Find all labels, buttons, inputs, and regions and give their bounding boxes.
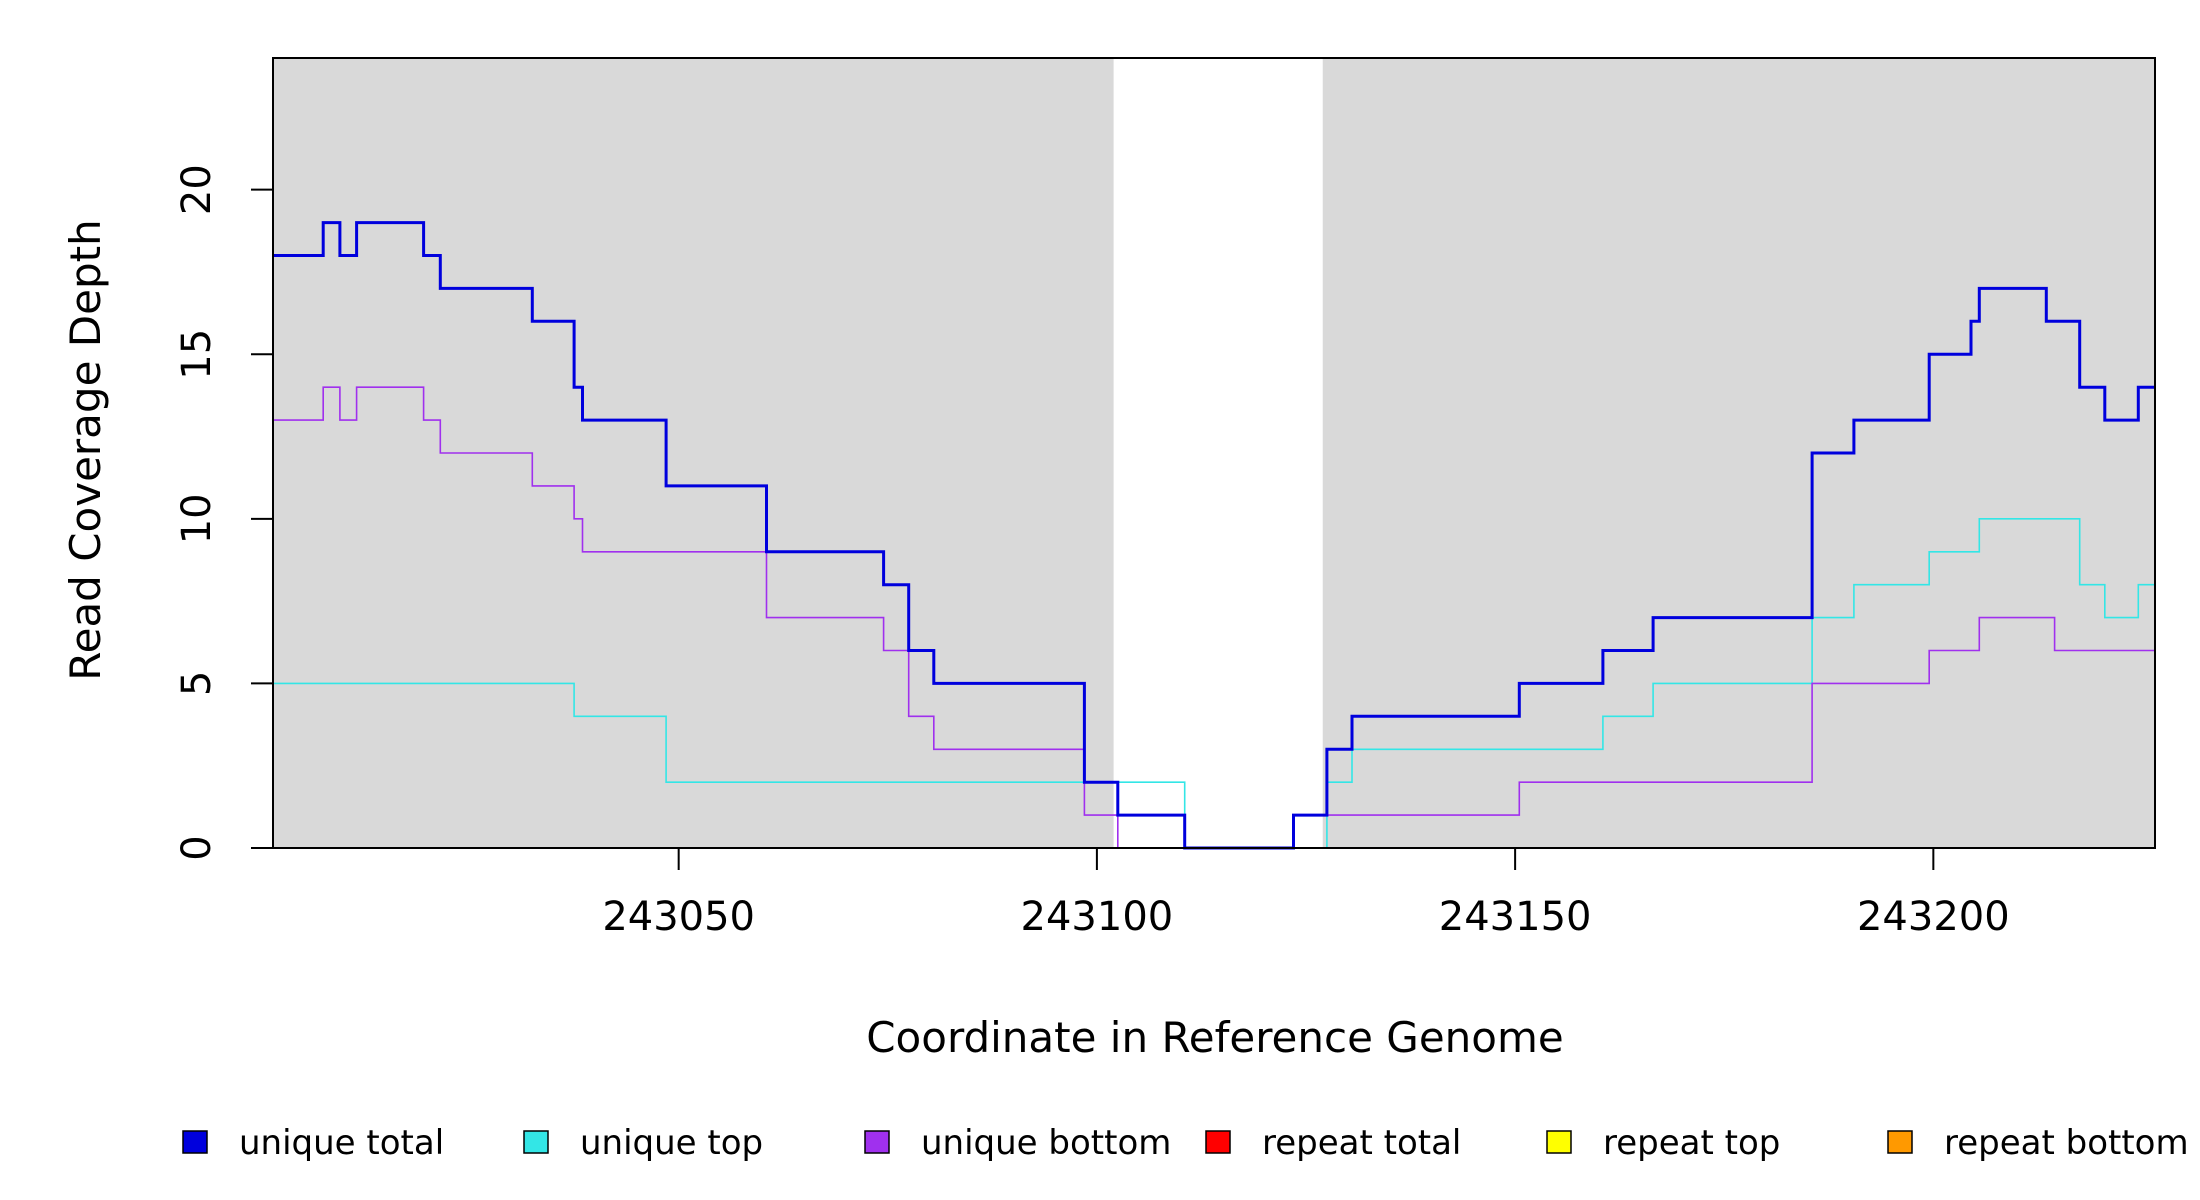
legend-label-unique-bottom: unique bottom [921, 1123, 1171, 1163]
legend-label-unique-total: unique total [239, 1123, 444, 1163]
x-axis-title: Coordinate in Reference Genome [866, 1013, 1564, 1062]
legend-swatch-unique-bottom [864, 1130, 890, 1154]
y-axis: 0 5 10 15 20 [174, 164, 273, 861]
legend-swatch-repeat-bottom [1887, 1130, 1913, 1154]
x-tick-label: 243200 [1857, 894, 2010, 940]
y-tick-label: 15 [174, 329, 220, 380]
legend: unique total unique top unique bottom repea… [182, 1123, 2189, 1163]
legend-swatch-repeat-total [1205, 1130, 1231, 1154]
x-tick-label: 243150 [1439, 894, 1592, 940]
x-tick-label: 243050 [602, 894, 755, 940]
legend-label-repeat-top: repeat top [1603, 1123, 1780, 1163]
legend-swatch-repeat-top [1546, 1130, 1572, 1154]
y-axis-title: Read Coverage Depth [61, 219, 110, 680]
legend-label-repeat-total: repeat total [1262, 1123, 1461, 1163]
legend-label-repeat-bottom: repeat bottom [1944, 1123, 2189, 1163]
y-tick-label: 5 [174, 671, 220, 696]
plot-frame [272, 57, 2156, 849]
legend-swatch-unique-total [182, 1130, 208, 1154]
unshaded-gap-region [1113, 58, 1323, 848]
legend-swatch-unique-top [523, 1130, 549, 1154]
series-line-unique-total [273, 221, 2155, 850]
y-tick-label: 0 [174, 835, 220, 860]
series-line-unique-bottom [273, 386, 2155, 849]
y-tick-label: 10 [174, 493, 220, 544]
x-tick-label: 243100 [1021, 894, 1174, 940]
x-axis: 243050 243100 243150 243200 [602, 848, 2010, 940]
legend-label-unique-top: unique top [580, 1123, 763, 1163]
y-tick-label: 20 [174, 164, 220, 215]
